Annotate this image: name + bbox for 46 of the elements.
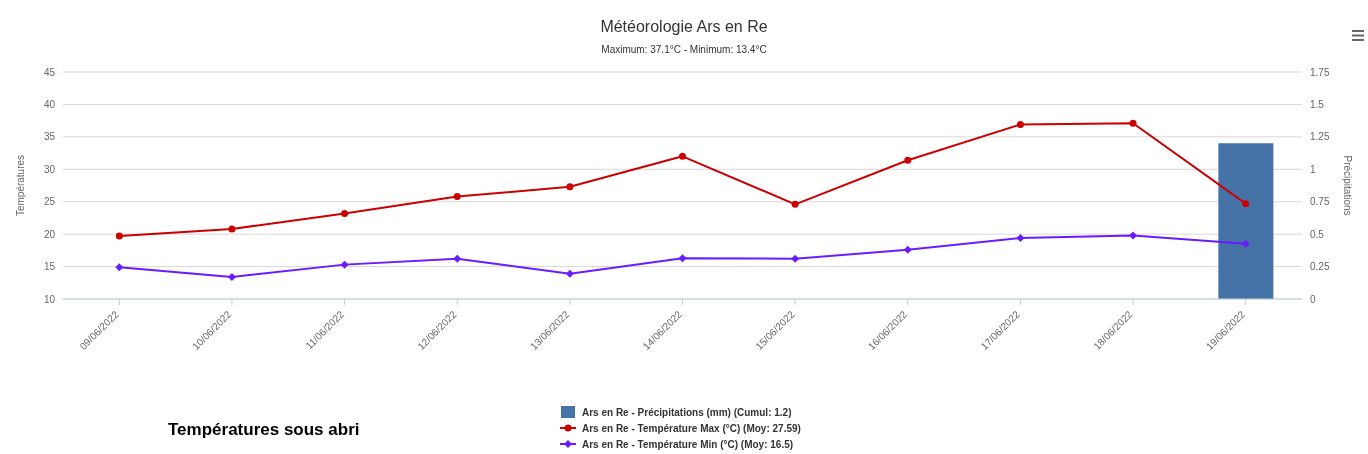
point	[453, 193, 461, 201]
y2-tick-label: 0	[1310, 293, 1316, 305]
point	[115, 263, 124, 272]
point	[1242, 200, 1250, 208]
point	[678, 254, 687, 263]
point	[679, 152, 686, 160]
point	[228, 225, 236, 233]
legend-label: Ars en Re - Température Min (°C) (Moy: 16.5)	[582, 438, 794, 450]
point	[904, 156, 912, 164]
legend-label: Ars en Re - Précipitations (mm) (Cumul: 1.2)	[582, 406, 792, 418]
point	[1129, 119, 1137, 127]
y2-axis-title: Précipitations	[1342, 155, 1354, 216]
point	[115, 232, 123, 240]
point	[565, 269, 574, 278]
point	[1016, 121, 1024, 129]
y2-tick-label: 1.75	[1310, 66, 1330, 78]
chart-title: Météorologie Ars en Re	[599, 17, 769, 37]
point	[791, 254, 800, 263]
point	[340, 260, 349, 269]
y-tick-label: 40	[43, 98, 56, 110]
point	[227, 272, 236, 281]
legend-label: Ars en Re - Température Max (°C) (Moy: 27.59)	[582, 422, 801, 434]
text: Températures sous abri	[168, 420, 360, 440]
y2-tick-label: 1.5	[1310, 98, 1325, 110]
y-tick-label: 30	[43, 163, 56, 175]
y-tick-label: 10	[43, 293, 56, 305]
point	[1129, 231, 1138, 240]
point	[453, 254, 462, 263]
point	[903, 245, 912, 254]
y2-tick-label: 1	[1310, 163, 1316, 175]
y2-tick-label: 0.75	[1310, 196, 1330, 208]
y-tick-label: 20	[43, 228, 56, 240]
y2-tick-label: 0.5	[1310, 228, 1325, 240]
y-tick-label: 15	[43, 261, 56, 273]
y2-tick-label: 0.25	[1310, 261, 1330, 273]
y-tick-label: 45	[43, 66, 56, 78]
point	[341, 209, 349, 217]
point	[791, 200, 799, 208]
y2-tick-label: 1.25	[1310, 131, 1330, 143]
y-axis-title: Températures	[14, 154, 26, 217]
point	[1016, 234, 1025, 243]
y-tick-label: 25	[43, 196, 56, 208]
y-tick-label: 35	[43, 131, 56, 143]
point	[1241, 239, 1250, 248]
point	[566, 183, 574, 191]
chart-subtitle: Maximum: 37.1°C - Minimum: 13.4°C	[600, 43, 768, 57]
